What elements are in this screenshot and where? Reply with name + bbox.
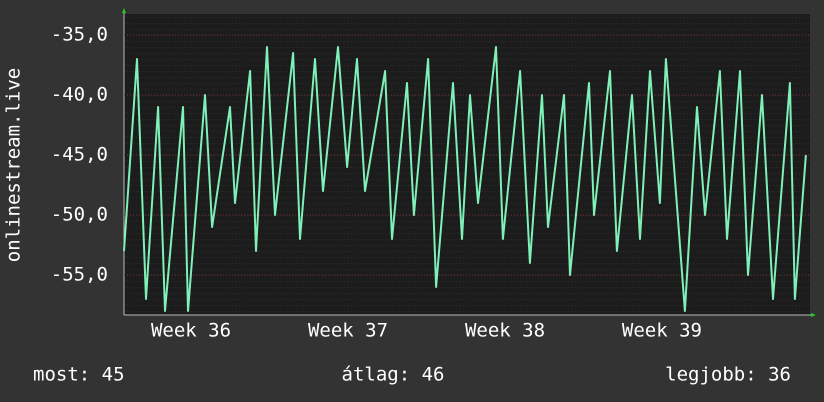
x-tick-label: Week 38 — [465, 320, 545, 342]
x-tick-label: Week 39 — [622, 320, 702, 342]
data-line — [123, 46, 807, 312]
x-tick-label: Week 37 — [308, 320, 388, 342]
y-tick-label: -35,0 — [51, 24, 108, 46]
x-tick-label: Week 36 — [151, 320, 231, 342]
footer-average: átlag: 46 — [342, 364, 445, 386]
y-arrow — [122, 8, 126, 13]
y-tick-label: -40,0 — [51, 84, 108, 106]
footer-current: most: 45 — [33, 364, 125, 386]
footer-max: legjobb: 36 — [665, 364, 791, 386]
y-tick-label: -55,0 — [51, 264, 108, 286]
y-tick-label: -45,0 — [51, 144, 108, 166]
y-axis-label: onlinestream.live — [3, 68, 25, 262]
x-arrow — [811, 313, 816, 317]
y-tick-label: -50,0 — [51, 204, 108, 226]
